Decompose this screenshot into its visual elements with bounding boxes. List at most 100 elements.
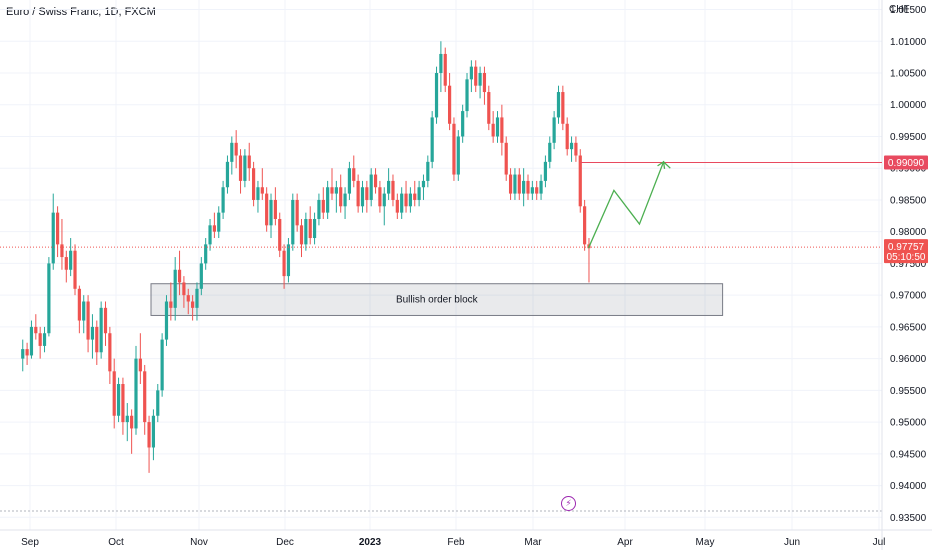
candle-body[interactable] [447, 85, 452, 124]
candle-body[interactable] [51, 212, 55, 264]
candle-body[interactable] [583, 206, 587, 245]
candle-body[interactable] [130, 415, 134, 429]
candle-body[interactable] [195, 288, 199, 308]
candle-body[interactable] [256, 187, 260, 200]
candle-body[interactable] [469, 66, 473, 80]
candle-body[interactable] [574, 142, 578, 156]
candle-body[interactable] [417, 187, 421, 200]
candle-body[interactable] [513, 174, 517, 194]
candle-body[interactable] [439, 53, 443, 73]
candle-body[interactable] [421, 180, 426, 188]
candle-body[interactable] [347, 168, 352, 194]
candle-body[interactable] [64, 257, 68, 270]
candle-body[interactable] [260, 187, 264, 194]
candle-body[interactable] [125, 415, 129, 423]
candle-body[interactable] [291, 199, 295, 245]
candle-body[interactable] [108, 333, 112, 372]
candle-body[interactable] [82, 301, 86, 321]
candle-body[interactable] [156, 390, 160, 416]
candle-body[interactable] [452, 123, 456, 175]
candle-body[interactable] [164, 301, 169, 340]
candle-body[interactable] [461, 111, 465, 137]
lightning-icon[interactable]: ⚡ [561, 496, 576, 511]
candle-body[interactable] [465, 79, 469, 112]
candle-body[interactable] [60, 244, 64, 258]
candle-body[interactable] [147, 422, 151, 448]
candle-body[interactable] [278, 218, 282, 251]
candle-body[interactable] [86, 301, 90, 340]
candle-body[interactable] [504, 142, 508, 175]
candle-body[interactable] [391, 180, 395, 200]
candle-body[interactable] [317, 199, 321, 219]
candle-body[interactable] [517, 174, 521, 194]
candle-body[interactable] [138, 358, 142, 372]
candle-body[interactable] [234, 142, 238, 156]
candle-body[interactable] [369, 174, 373, 200]
candle-body[interactable] [25, 349, 29, 356]
candle-body[interactable] [134, 358, 138, 429]
candle-body[interactable] [482, 72, 487, 93]
candle-body[interactable] [343, 193, 347, 207]
candle-body[interactable] [308, 218, 312, 239]
candle-body[interactable] [556, 92, 561, 118]
candle-body[interactable] [112, 371, 116, 416]
candle-body[interactable] [273, 199, 277, 219]
candle-body[interactable] [238, 155, 243, 181]
candle-body[interactable] [373, 174, 378, 188]
candle-body[interactable] [77, 288, 81, 321]
candle-body[interactable] [326, 187, 330, 213]
candle-body[interactable] [204, 244, 208, 264]
candle-body[interactable] [116, 384, 121, 416]
candle-body[interactable] [413, 193, 417, 200]
candle-body[interactable] [160, 339, 164, 391]
candle-body[interactable] [95, 326, 99, 353]
candle-body[interactable] [29, 326, 34, 356]
candle-body[interactable] [269, 199, 273, 226]
candle-body[interactable] [408, 193, 412, 207]
candle-body[interactable] [182, 282, 186, 296]
candle-body[interactable] [443, 53, 447, 86]
candle-body[interactable] [191, 301, 195, 308]
candle-body[interactable] [535, 187, 539, 194]
candle-body[interactable] [522, 180, 526, 194]
candle-body[interactable] [186, 295, 190, 302]
candle-body[interactable] [90, 326, 95, 340]
candle-body[interactable] [21, 349, 25, 359]
candle-body[interactable] [247, 155, 251, 169]
candle-body[interactable] [321, 199, 325, 213]
candle-body[interactable] [330, 187, 334, 194]
candle-body[interactable] [339, 187, 343, 207]
candle-body[interactable] [334, 187, 338, 194]
candle-body[interactable] [552, 117, 556, 143]
candle-body[interactable] [487, 92, 491, 124]
candle-body[interactable] [295, 199, 299, 226]
candle-body[interactable] [199, 263, 203, 289]
candle-body[interactable] [478, 72, 482, 86]
candle-body[interactable] [177, 269, 182, 283]
candle-body[interactable] [400, 193, 404, 213]
candle-body[interactable] [169, 301, 173, 308]
candle-body[interactable] [221, 187, 225, 213]
candle-body[interactable] [225, 161, 230, 188]
candle-body[interactable] [360, 187, 365, 207]
candle-body[interactable] [378, 187, 382, 207]
candle-body[interactable] [387, 180, 391, 194]
candle-body[interactable] [38, 333, 42, 346]
candle-body[interactable] [73, 250, 77, 289]
candle-body[interactable] [508, 174, 513, 194]
candle-body[interactable] [151, 415, 156, 448]
candle-body[interactable] [103, 307, 108, 334]
candle-body[interactable] [539, 180, 543, 194]
candle-body[interactable] [212, 225, 216, 232]
candle-body[interactable] [474, 66, 478, 86]
candle-body[interactable] [299, 225, 304, 245]
candle-body[interactable] [121, 384, 125, 423]
candle-body[interactable] [530, 187, 534, 194]
candle-body[interactable] [304, 218, 308, 245]
candle-body[interactable] [500, 117, 504, 143]
candle-body[interactable] [382, 193, 386, 207]
candle-body[interactable] [491, 123, 495, 137]
candle-body[interactable] [217, 212, 221, 232]
candle-body[interactable] [265, 193, 269, 226]
candle-body[interactable] [208, 225, 212, 245]
